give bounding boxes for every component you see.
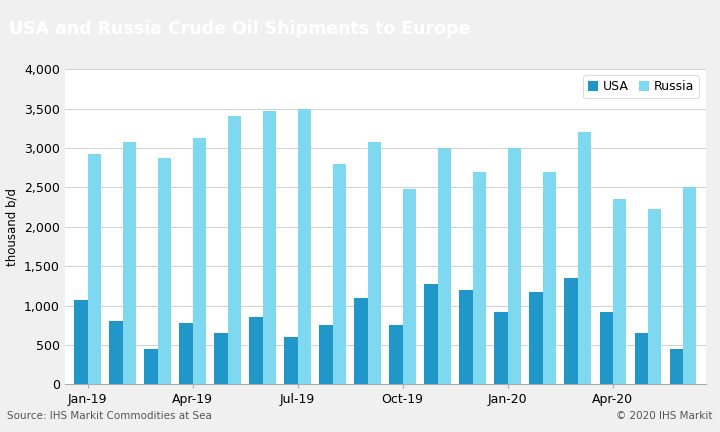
Bar (263, 111, 276, 384)
Bar (577, 132, 591, 384)
Bar (193, 138, 206, 384)
Bar (670, 349, 683, 384)
Bar (390, 325, 402, 384)
Text: © 2020 IHS Markit: © 2020 IHS Markit (616, 411, 713, 421)
Bar (368, 142, 381, 384)
Bar (508, 148, 521, 384)
Bar (648, 209, 661, 384)
Bar (354, 298, 368, 384)
Bar (438, 148, 451, 384)
Bar (297, 108, 311, 384)
Bar (249, 318, 263, 384)
Bar (179, 324, 193, 384)
Bar (284, 337, 297, 384)
Bar (424, 284, 438, 384)
Bar (122, 142, 136, 384)
Bar (402, 189, 416, 384)
Bar (88, 154, 101, 384)
Bar (320, 325, 333, 384)
Y-axis label: thousand b/d: thousand b/d (6, 188, 19, 266)
Bar (158, 158, 171, 384)
Bar (228, 116, 241, 384)
Bar (600, 311, 613, 384)
Bar (473, 172, 486, 384)
Bar (543, 172, 556, 384)
Bar (613, 199, 626, 384)
Text: Source: IHS Markit Commodities at Sea: Source: IHS Markit Commodities at Sea (7, 411, 212, 421)
Bar (215, 333, 228, 384)
Legend: USA, Russia: USA, Russia (583, 75, 699, 98)
Bar (564, 278, 577, 384)
Bar (495, 311, 508, 384)
Text: USA and Russia Crude Oil Shipments to Europe: USA and Russia Crude Oil Shipments to Eu… (9, 20, 470, 38)
Bar (333, 164, 346, 384)
Bar (634, 333, 648, 384)
Bar (683, 187, 696, 384)
Bar (109, 321, 122, 384)
Bar (144, 349, 158, 384)
Bar (459, 290, 473, 384)
Bar (74, 300, 88, 384)
Bar (529, 292, 543, 384)
